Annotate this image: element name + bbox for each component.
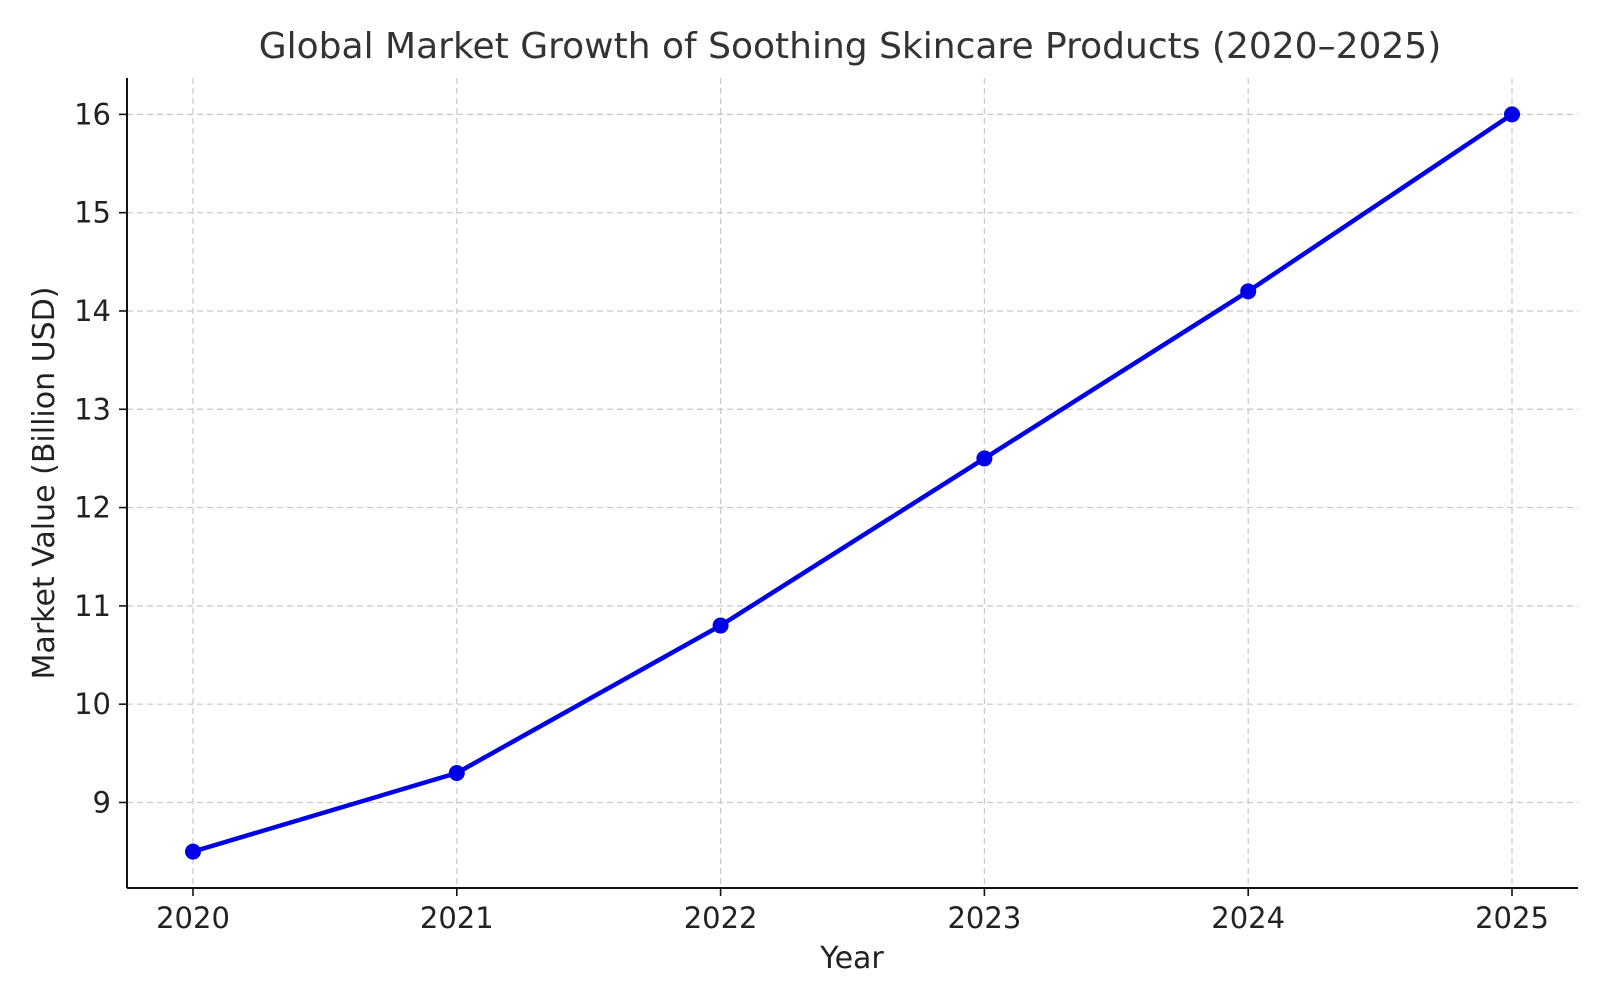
series-line xyxy=(190,112,1515,854)
y-axis-label: Market Value (Billion USD) xyxy=(27,287,62,680)
y-tick-label: 13 xyxy=(74,392,111,426)
x-tick-label: 2022 xyxy=(684,901,758,935)
data-point[interactable] xyxy=(976,450,993,467)
series-layer xyxy=(185,106,1520,860)
y-tick-label: 9 xyxy=(93,785,111,819)
data-point[interactable] xyxy=(712,617,729,634)
axes xyxy=(119,78,1578,896)
y-tick-label: 16 xyxy=(74,97,111,131)
x-axis-label: Year xyxy=(819,941,884,976)
x-tick-label: 2025 xyxy=(1475,901,1549,935)
data-point[interactable] xyxy=(1240,283,1257,300)
x-tick-label: 2024 xyxy=(1211,901,1285,935)
y-tick-label: 10 xyxy=(74,687,111,721)
y-tick-label: 11 xyxy=(74,589,111,623)
tick-labels: 9 10 11 12 13 14 15 16 2020 2021 2022 2023 2024 2025 xyxy=(74,97,1549,935)
data-point[interactable] xyxy=(1504,106,1520,123)
y-tick-label: 12 xyxy=(74,491,111,525)
data-point[interactable] xyxy=(448,764,465,781)
data-point[interactable] xyxy=(185,843,201,860)
x-tick-label: 2021 xyxy=(420,901,494,935)
y-tick-label: 15 xyxy=(74,196,111,230)
x-tick-label: 2020 xyxy=(156,901,230,935)
x-tick-label: 2023 xyxy=(947,901,1021,935)
chart-title: Global Market Growth of Soothing Skincar… xyxy=(259,26,1442,67)
grid-lines xyxy=(127,78,1578,888)
y-tick-label: 14 xyxy=(74,294,111,328)
